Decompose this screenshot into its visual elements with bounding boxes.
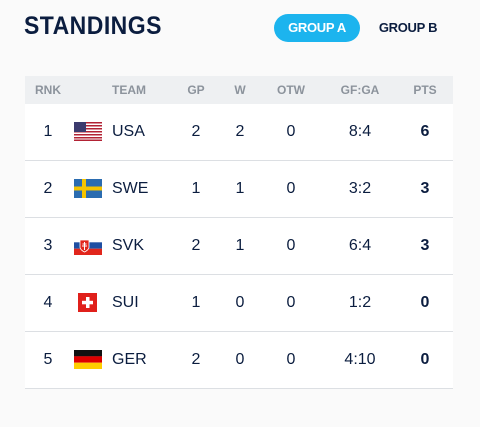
title: STANDINGS (24, 12, 162, 40)
cell: 6:4 (348, 237, 372, 254)
cell: 8:4 (348, 123, 372, 140)
cell: 1 (191, 294, 201, 311)
cell: 0 (286, 294, 296, 311)
cell: 0 (235, 351, 245, 368)
cell: SWE (112, 180, 149, 197)
standings-table: RNK TEAM GP W OTW GF:GA PTS 1 USA 2 2 0 8:4 6 2 SWE 1 1… (25, 76, 453, 389)
column-header: W (234, 83, 246, 97)
cell: 0 (286, 351, 296, 368)
column-header: OTW (277, 83, 305, 97)
cell: 0 (286, 237, 296, 254)
cell: 6 (420, 123, 430, 140)
flag (74, 122, 102, 141)
cell: 0 (420, 351, 430, 368)
cell: 4:10 (344, 351, 376, 368)
cell: GER (112, 351, 147, 368)
row: 1 USA 2 2 0 8:4 6 (25, 104, 453, 161)
cell: 3 (420, 180, 430, 197)
cell: 5 (43, 351, 53, 368)
row: 5 GER 2 0 0 4:10 0 (25, 332, 453, 389)
column-header: RNK (35, 83, 61, 97)
cell: 2 (43, 180, 53, 197)
column-header: GP (187, 83, 205, 97)
flag (74, 236, 102, 255)
flag (78, 293, 97, 312)
cell: 1:2 (348, 294, 372, 311)
column-header: PTS (413, 83, 437, 97)
cell: SUI (112, 294, 139, 311)
cell: 2 (191, 123, 201, 140)
row: 4 SUI 1 0 0 1:2 0 (25, 275, 453, 332)
column-header: GF:GA (340, 83, 380, 97)
cell: 1 (191, 180, 201, 197)
tab[interactable]: GROUP B (378, 20, 438, 35)
cell: 0 (420, 294, 430, 311)
cell: USA (112, 123, 145, 140)
cell: 3:2 (348, 180, 372, 197)
column-header: TEAM (112, 83, 146, 97)
header-row: RNK TEAM GP W OTW GF:GA PTS (25, 76, 453, 104)
cell: SVK (112, 237, 145, 254)
cell: 2 (235, 123, 245, 140)
row: 3 SVK 2 1 0 6:4 3 (25, 218, 453, 275)
cell: 4 (43, 294, 53, 311)
cell: 0 (286, 123, 296, 140)
cell: 0 (235, 294, 245, 311)
row: 2 SWE 1 1 0 3:2 3 (25, 161, 453, 218)
flag (74, 179, 102, 198)
cell: 3 (420, 237, 430, 254)
cell: 2 (191, 351, 201, 368)
flag (74, 350, 102, 369)
cell: 2 (191, 237, 201, 254)
cell: 1 (43, 123, 53, 140)
tab-active[interactable]: GROUP A (274, 14, 360, 42)
cell: 1 (235, 237, 245, 254)
cell: 1 (235, 180, 245, 197)
cell: 0 (286, 180, 296, 197)
cell: 3 (43, 237, 53, 254)
